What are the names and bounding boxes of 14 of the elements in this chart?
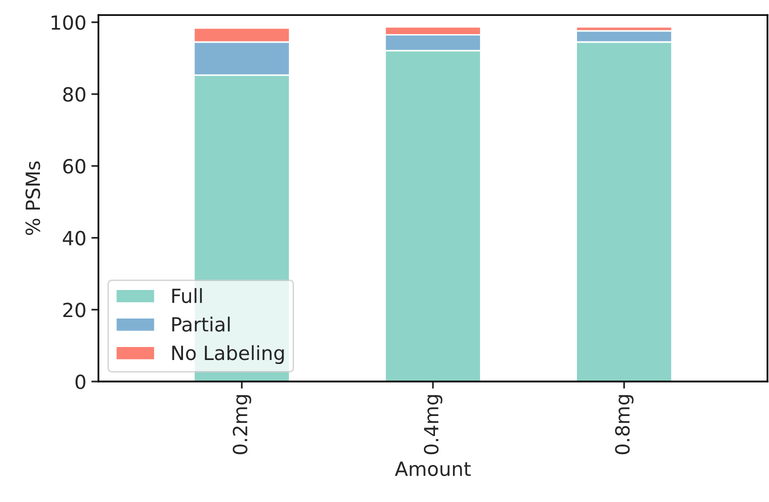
legend-label: Partial [172,316,230,332]
y-tick-label: 0 [76,374,86,390]
x-axis-title: Amount [394,462,471,476]
x-tick-label: 0.2mg [232,395,252,454]
y-axis-title: % PSMs [25,161,40,236]
legend-label: Full [172,288,202,304]
x-tick-label: 0.4mg [424,395,442,454]
legend-label: No Labeling [172,345,284,364]
y-tick-label: 20 [63,302,86,318]
y-tick-label: 100 [52,15,86,30]
y-tick-label: 40 [62,230,86,246]
y-tick-label: 60 [63,158,86,174]
x-tick-label: 0.8mg [615,395,634,454]
y-tick-label: 80 [63,87,86,102]
